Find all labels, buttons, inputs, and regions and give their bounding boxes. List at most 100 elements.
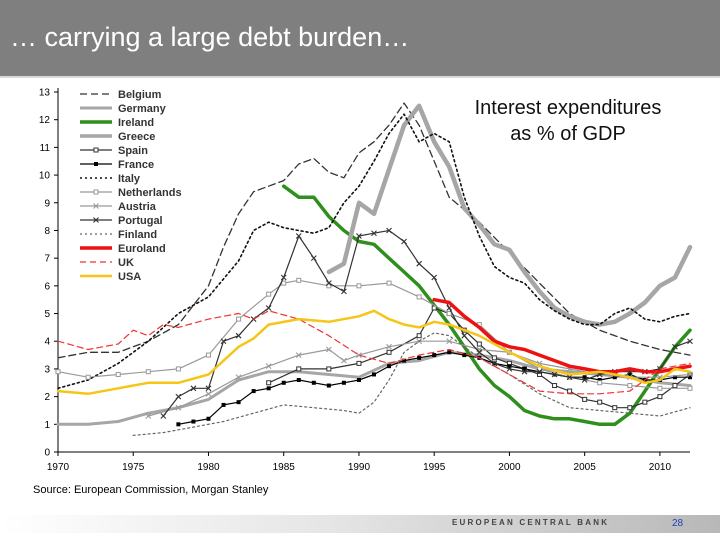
data-point-france-2000 bbox=[507, 364, 512, 369]
data-point-france-1993 bbox=[402, 358, 407, 363]
data-point-portugal-1980 bbox=[205, 385, 212, 392]
y-tick-label-11: 11 bbox=[40, 143, 51, 154]
data-point-france-1987 bbox=[311, 380, 316, 385]
data-point-france-1994 bbox=[417, 355, 422, 360]
y-tick-label-12: 12 bbox=[39, 115, 51, 126]
data-point-portugal-1982 bbox=[235, 332, 242, 339]
series-line-usa bbox=[56, 309, 692, 396]
legend-label-ireland: Ireland bbox=[118, 117, 154, 129]
title-bar: … carrying a large debt burden… bbox=[0, 0, 720, 78]
data-point-netherlands-1980 bbox=[205, 352, 211, 358]
x-tick-label-1975: 1975 bbox=[122, 462, 145, 473]
data-point-netherlands-2008 bbox=[627, 383, 633, 389]
data-point-spain-2004 bbox=[567, 388, 573, 394]
data-point-netherlands-1978 bbox=[175, 366, 181, 372]
data-point-spain-2003 bbox=[552, 383, 558, 389]
data-point-netherlands-2010 bbox=[657, 385, 663, 391]
data-point-spain-2011 bbox=[672, 383, 678, 389]
data-point-portugal-1978 bbox=[175, 393, 182, 400]
data-point-portugal-1998 bbox=[476, 349, 483, 356]
source-note: Source: European Commission, Morgan Stan… bbox=[33, 484, 269, 496]
data-point-austria-1984 bbox=[265, 363, 272, 370]
legend-label-usa: USA bbox=[118, 271, 141, 283]
x-tick-label-1980: 1980 bbox=[197, 462, 220, 473]
data-point-austria-1986 bbox=[295, 352, 302, 358]
series-line-spain bbox=[268, 307, 691, 409]
data-point-portugal-1989 bbox=[341, 288, 347, 295]
page-title: … carrying a large debt burden… bbox=[10, 22, 410, 52]
series-line-france bbox=[177, 351, 691, 425]
y-tick-label-5: 5 bbox=[44, 309, 50, 320]
data-point-netherlands-1972 bbox=[85, 374, 91, 380]
legend-label-greece: Greece bbox=[118, 131, 155, 143]
data-point-portugal-2011 bbox=[672, 343, 678, 350]
data-point-france-2007 bbox=[612, 375, 617, 380]
x-tick-label-1995: 1995 bbox=[423, 462, 446, 473]
data-point-portugal-2001 bbox=[521, 368, 528, 375]
data-point-france-2008 bbox=[627, 372, 632, 377]
data-point-spain-1992 bbox=[386, 349, 392, 355]
data-point-portugal-1995 bbox=[431, 274, 438, 281]
data-point-spain-2009 bbox=[642, 399, 648, 405]
x-tick-label-1985: 1985 bbox=[273, 462, 296, 473]
data-point-netherlands-1986 bbox=[296, 277, 302, 283]
legend-label-euroland: Euroland bbox=[118, 243, 166, 255]
data-point-netherlands-1974 bbox=[115, 371, 121, 377]
data-point-france-1978 bbox=[176, 422, 181, 427]
data-point-france-2012 bbox=[688, 375, 692, 380]
legend-marker-spain bbox=[93, 147, 99, 153]
y-tick-label-1: 1 bbox=[44, 420, 50, 431]
y-tick-label-2: 2 bbox=[44, 392, 50, 403]
data-point-austria-1988 bbox=[325, 346, 332, 353]
data-point-spain-1994 bbox=[416, 333, 422, 339]
legend-label-portugal: Portugal bbox=[118, 215, 163, 227]
series-line-portugal bbox=[162, 229, 691, 417]
data-point-austria-1978 bbox=[175, 404, 182, 411]
data-point-austria-1990 bbox=[356, 352, 362, 358]
data-point-netherlands-1990 bbox=[356, 283, 362, 289]
data-point-austria-1989 bbox=[341, 357, 347, 364]
data-point-portugal-1991 bbox=[371, 230, 377, 237]
y-tick-label-13: 13 bbox=[39, 88, 51, 99]
legend-label-france: France bbox=[118, 159, 154, 171]
legend-label-spain: Spain bbox=[118, 145, 148, 157]
data-point-france-1983 bbox=[251, 389, 256, 394]
data-point-portugal-2003 bbox=[551, 371, 558, 378]
series-line-finland bbox=[132, 332, 691, 436]
data-point-portugal-1986 bbox=[295, 233, 302, 239]
footer-bar: EUROPEAN CENTRAL BANK 28 bbox=[0, 515, 720, 533]
data-point-spain-1986 bbox=[296, 366, 302, 372]
data-point-france-1991 bbox=[372, 372, 376, 377]
data-point-portugal-1977 bbox=[160, 413, 167, 419]
data-point-portugal-1981 bbox=[220, 338, 227, 345]
legend-marker-netherlands bbox=[93, 189, 99, 195]
legend-marker-portugal bbox=[93, 217, 99, 223]
data-point-spain-1995 bbox=[431, 305, 437, 311]
legend-label-finland: Finland bbox=[118, 229, 157, 241]
data-point-france-1989 bbox=[341, 380, 346, 385]
data-point-france-1996 bbox=[447, 350, 452, 355]
x-tick-label-2000: 2000 bbox=[498, 462, 521, 473]
data-point-spain-2007 bbox=[612, 405, 618, 411]
chart-annotation: Interest expenditures as % of GDP bbox=[440, 95, 696, 147]
data-point-spain-2008 bbox=[627, 405, 633, 411]
legend-label-germany: Germany bbox=[118, 103, 167, 115]
series-line-euroland bbox=[432, 297, 692, 374]
data-point-spain-1999 bbox=[491, 355, 497, 361]
series-line-greece bbox=[326, 103, 693, 327]
data-point-portugal-1985 bbox=[280, 274, 287, 281]
legend-marker-austria bbox=[93, 203, 99, 209]
data-point-austria-1992 bbox=[386, 343, 392, 350]
data-point-france-1988 bbox=[326, 383, 331, 388]
data-point-portugal-1987 bbox=[310, 255, 317, 262]
data-point-france-1997 bbox=[462, 353, 467, 358]
data-point-netherlands-2006 bbox=[597, 380, 603, 386]
data-point-spain-1990 bbox=[356, 360, 362, 366]
data-point-france-2001 bbox=[522, 366, 527, 371]
data-point-spain-1988 bbox=[326, 366, 332, 372]
data-point-portugal-1994 bbox=[416, 260, 423, 267]
data-point-france-2011 bbox=[672, 375, 677, 380]
data-point-portugal-1997 bbox=[461, 332, 468, 339]
series-line-uk bbox=[57, 310, 691, 395]
